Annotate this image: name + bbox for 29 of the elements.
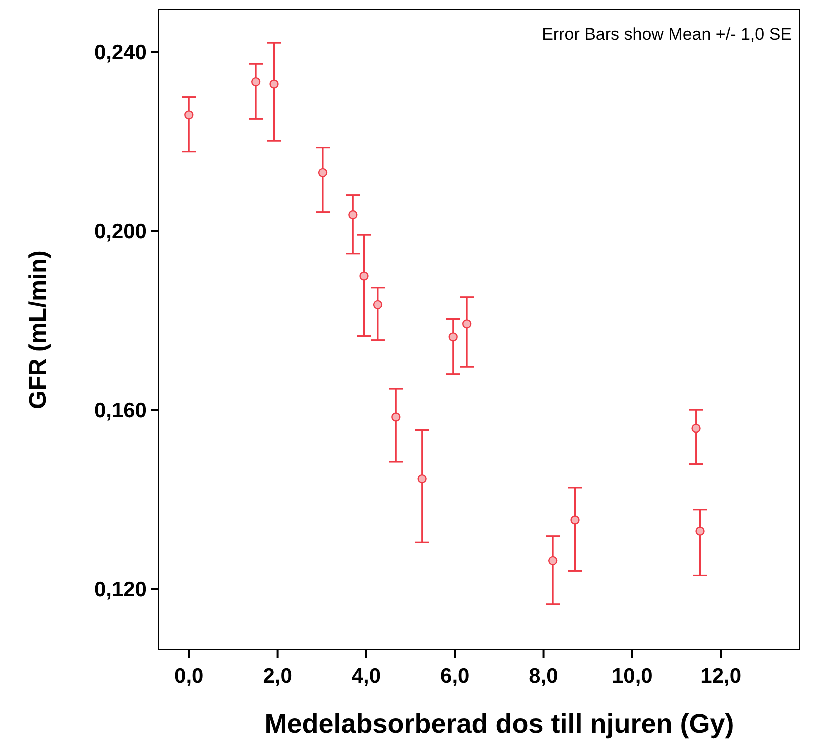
point — [318, 168, 328, 178]
y-tick-label: 0,160 — [94, 399, 147, 422]
y-axis-title: GFR (mL/min) — [25, 250, 52, 410]
point — [696, 526, 705, 536]
x-tick-label: 4,0 — [352, 665, 382, 688]
point — [692, 424, 701, 434]
x-tick-label: 8,0 — [529, 665, 558, 688]
point — [418, 474, 427, 484]
x-tick-label: 2,0 — [263, 665, 292, 688]
point — [184, 110, 194, 120]
point — [360, 272, 369, 281]
y-tick-label: 0,120 — [94, 578, 147, 602]
x-tick-label: 12,0 — [700, 665, 742, 688]
point — [462, 320, 472, 329]
x-tick-label: 10,0 — [612, 665, 653, 688]
point — [270, 80, 279, 89]
point — [570, 516, 580, 525]
point — [251, 77, 261, 87]
point — [448, 332, 458, 342]
point — [348, 210, 358, 220]
y-tick-label: 0,200 — [94, 220, 147, 244]
point — [392, 412, 401, 422]
x-tick-label: 6,0 — [440, 665, 470, 688]
annotation: Error Bars show Mean +/- 1,0 SE — [542, 25, 792, 44]
point — [373, 300, 383, 310]
point — [548, 556, 558, 566]
x-tick-label: 0,0 — [174, 665, 204, 688]
y-tick-label: 0,240 — [94, 41, 147, 64]
x-axis-title: Medelabsorberad dos till njuren (Gy) — [264, 709, 734, 739]
